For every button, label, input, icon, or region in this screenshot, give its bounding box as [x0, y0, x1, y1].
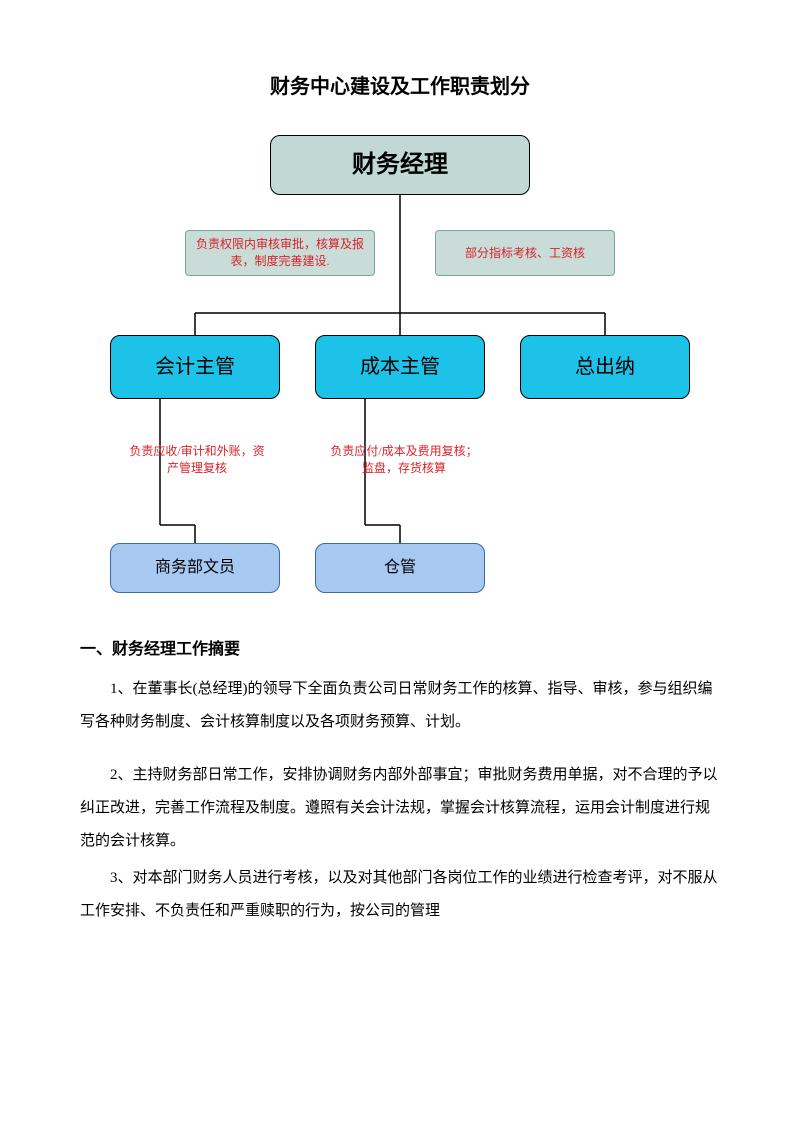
org-chart: 财务经理 负责权限内审核审批，核算及报表，制度完善建设. 部分指标考核、工资核 …: [80, 135, 720, 615]
node-cashier-label: 总出纳: [569, 350, 641, 384]
node-cashier: 总出纳: [520, 335, 690, 399]
node-cost-supervisor: 成本主管: [315, 335, 485, 399]
node-warehouse: 仓管: [315, 543, 485, 593]
node-accounting-supervisor: 会计主管: [110, 335, 280, 399]
node-manager-label: 财务经理: [346, 145, 454, 184]
paragraph-3: 3、对本部门财务人员进行考核，以及对其他部门各岗位工作的业绩进行检查考评，对不服…: [80, 862, 720, 928]
node-clerk-label: 商务部文员: [149, 554, 241, 583]
annotation-left: 负责权限内审核审批，核算及报表，制度完善建设.: [185, 230, 375, 276]
section-heading: 一、财务经理工作摘要: [80, 635, 720, 659]
annotation-right: 部分指标考核、工资核: [435, 230, 615, 276]
annotation-accounting-text: 负责应收/审计和外账，资产管理复核: [129, 444, 264, 475]
annotation-accounting: 负责应收/审计和外账，资产管理复核: [122, 439, 272, 489]
node-warehouse-label: 仓管: [378, 554, 422, 583]
node-cost-supervisor-label: 成本主管: [354, 350, 446, 384]
node-clerk: 商务部文员: [110, 543, 280, 593]
annotation-cost: 负责应付/成本及费用复核；监盘，存货核算: [324, 439, 484, 489]
annotation-right-text: 部分指标考核、工资核: [465, 245, 585, 262]
annotation-left-text: 负责权限内审核审批，核算及报表，制度完善建设.: [194, 236, 366, 270]
annotation-cost-text: 负责应付/成本及费用复核；监盘，存货核算: [330, 444, 477, 475]
paragraph-2: 2、主持财务部日常工作，安排协调财务内部外部事宜；审批财务费用单据，对不合理的予…: [80, 759, 720, 858]
node-accounting-supervisor-label: 会计主管: [149, 350, 241, 384]
document-page: 财务中心建设及工作职责划分 财务经理 负责权限内审核审批，核算及报表，制度完善建…: [0, 0, 800, 972]
paragraph-1: 1、在董事长(总经理)的领导下全面负责公司日常财务工作的核算、指导、审核，参与组…: [80, 673, 720, 739]
node-manager: 财务经理: [270, 135, 530, 195]
page-title: 财务中心建设及工作职责划分: [80, 70, 720, 99]
